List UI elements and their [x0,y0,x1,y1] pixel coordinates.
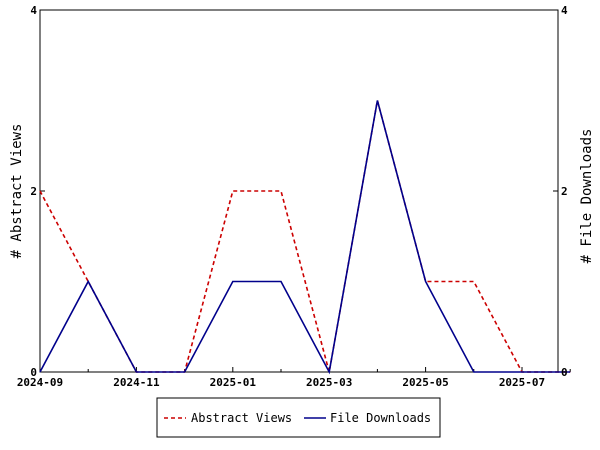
y-axis-title: # Abstract Views [9,124,25,259]
legend: Abstract Views File Downloads [156,397,441,438]
y2-axis-title: # File Downloads [579,129,595,264]
y2-tick-label: 4 [561,4,568,17]
axes [39,9,559,373]
series-line-abstract-views [39,100,571,373]
y-tick-label: 2 [30,185,37,198]
x-tick-label: 2025-01 [210,376,257,389]
x-tick-label: 2025-03 [306,376,352,389]
series-line-file-downloads [39,100,571,375]
x-tick-label: 2025-07 [499,376,545,389]
x-tick-label: 2024-09 [17,376,63,389]
x-tick-label: 2025-05 [402,376,448,389]
legend-label-file-downloads: File Downloads [330,411,431,425]
plot-frame [39,9,559,373]
legend-label-abstract-views: Abstract Views [191,411,292,425]
x-tick-label: 2024-11 [113,376,160,389]
tick-marks [39,9,571,373]
y2-tick-label: 2 [561,185,568,198]
legend-box [156,397,441,438]
y-tick-label: 0 [30,366,37,379]
tick-labels: 2024-09 2024-11 2025-01 2025-03 2025-05 2025-… [17,4,568,389]
y-tick-label: 4 [30,4,37,17]
series-lines [39,100,571,375]
y2-tick-label: 0 [561,366,568,379]
